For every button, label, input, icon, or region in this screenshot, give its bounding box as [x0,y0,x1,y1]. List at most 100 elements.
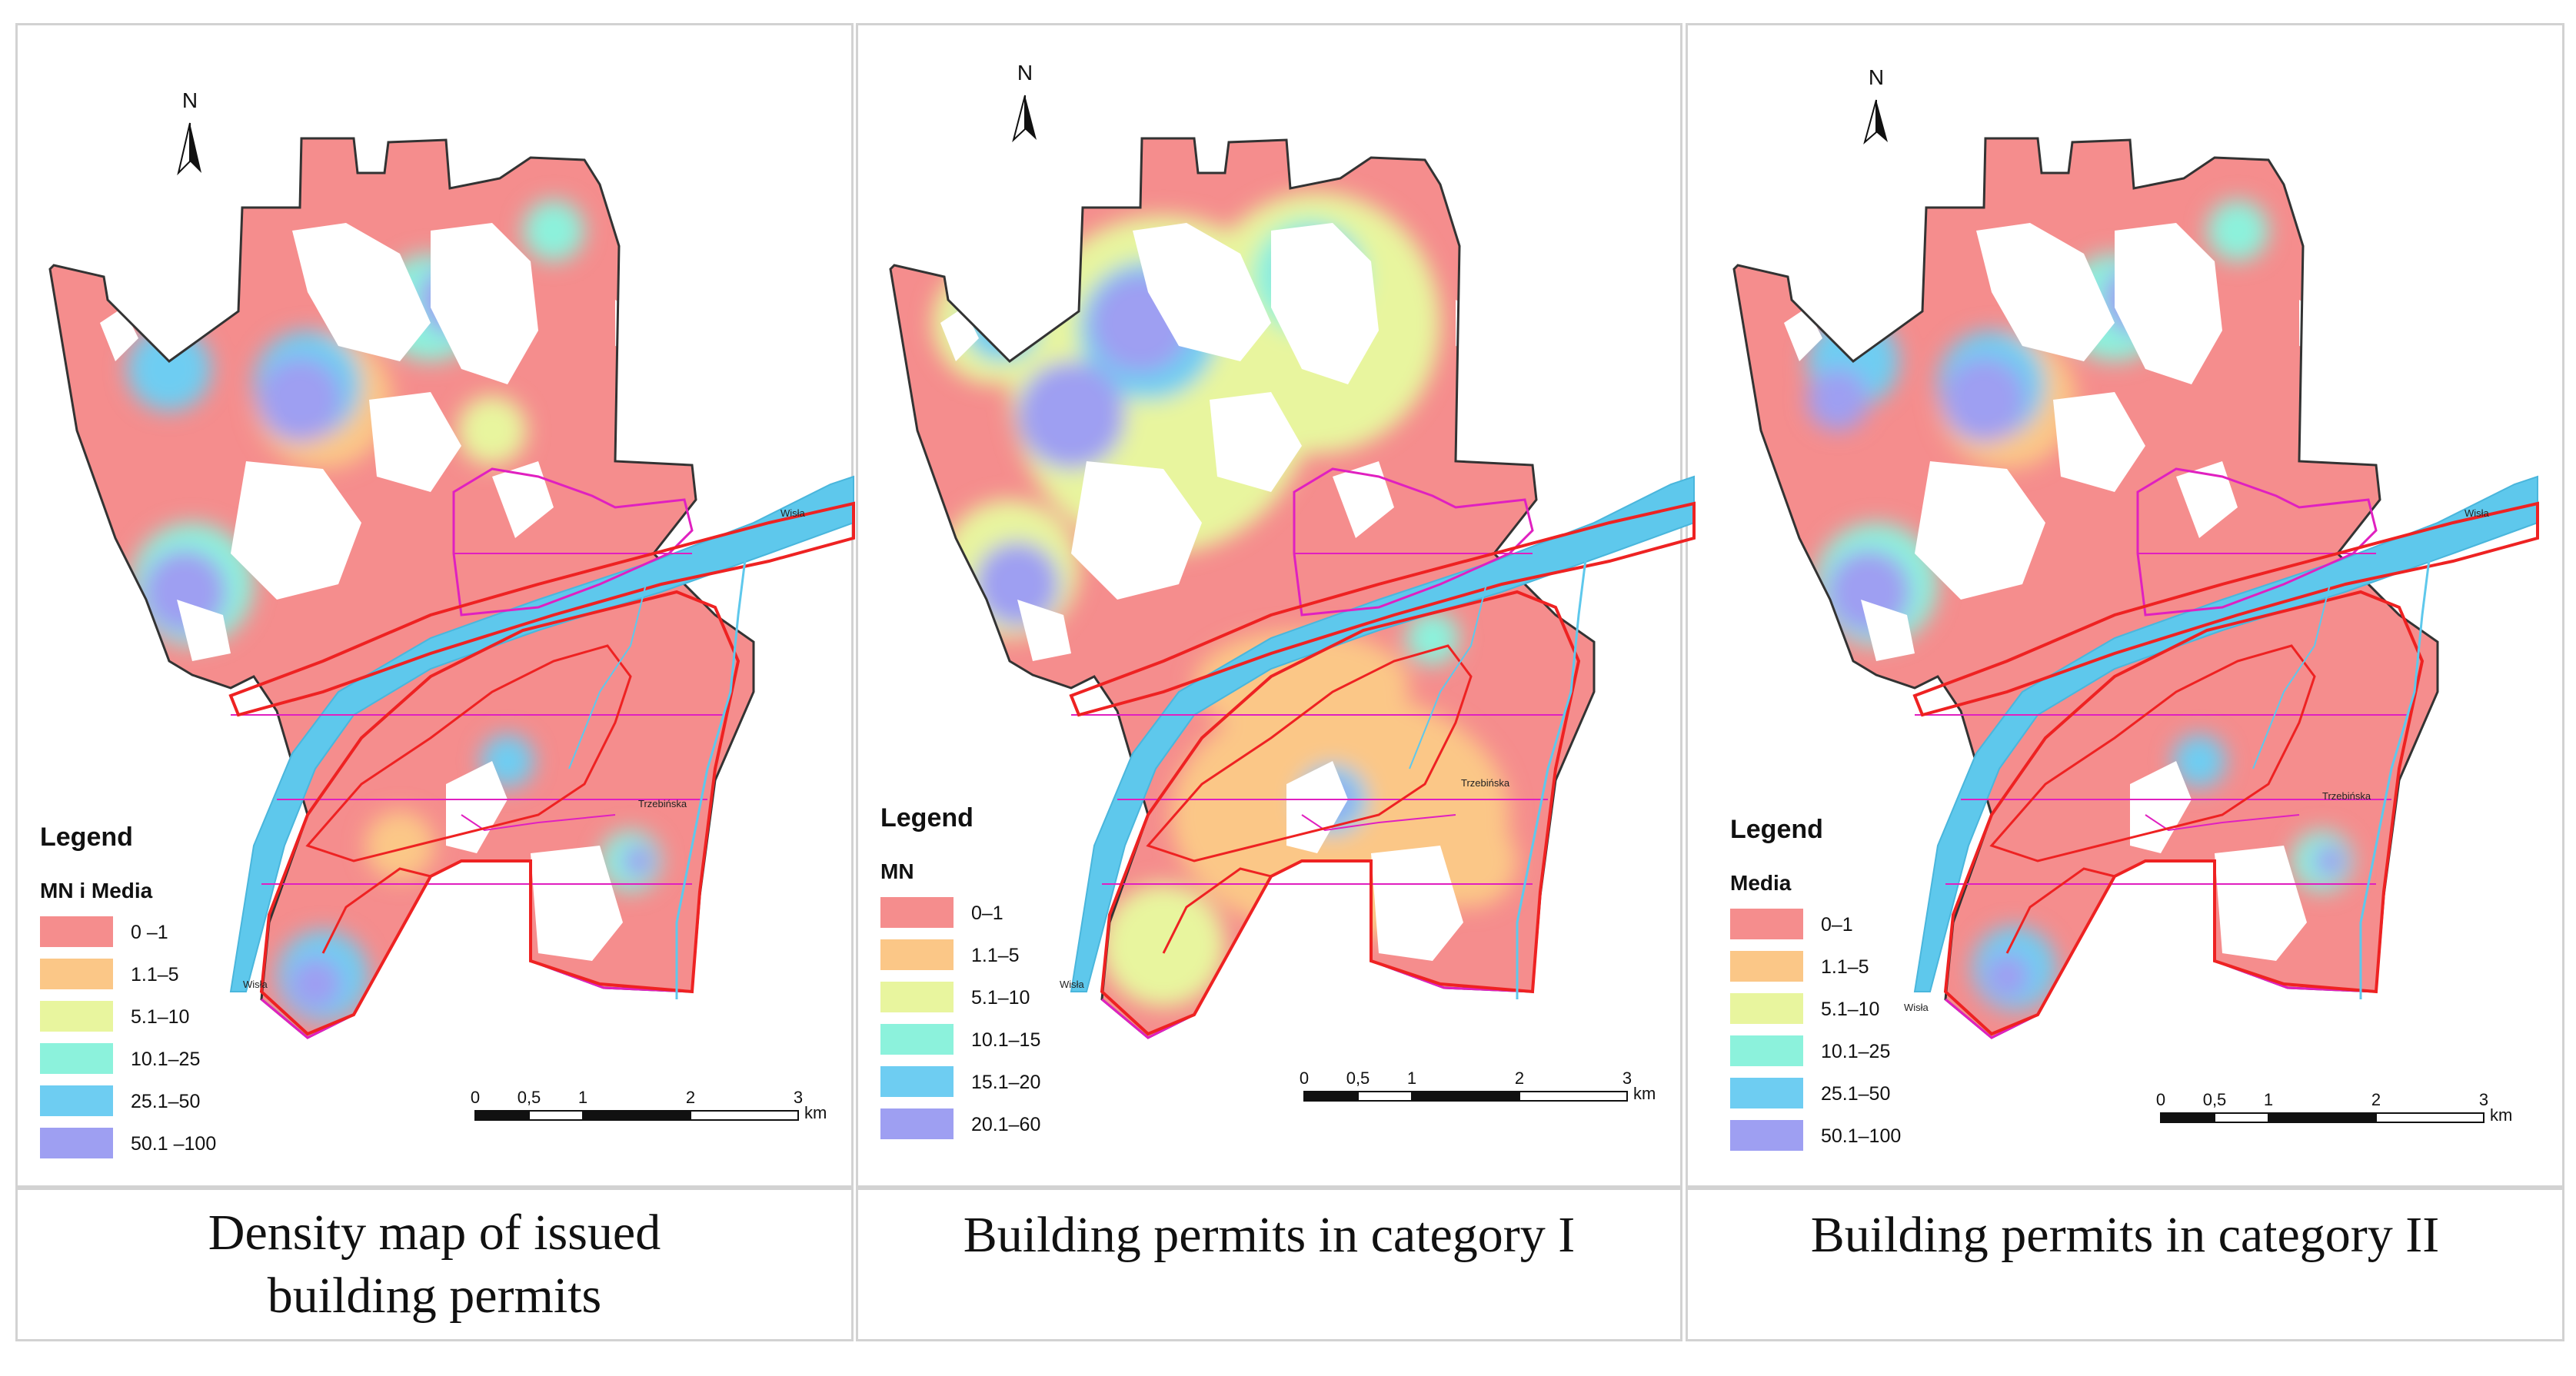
caption-density-map: Density map of issued building permits [208,1205,661,1324]
caption-category-1: Building permits in category I [963,1207,1576,1263]
legend-items-2: 0–1 1.1–5 5.1–10 10.1–15 15.1–20 20.1–60 [880,897,1040,1139]
legend-swatch [1730,1120,1803,1151]
legend-label: 25.1–50 [1821,1083,1890,1105]
scale-segment [2214,1112,2269,1123]
legend-label: 1.1–5 [971,945,1020,966]
legend-label: 1.1–5 [131,964,179,985]
place-label-river-south-2: Wisła [1060,979,1085,990]
legend-label: 5.1–10 [131,1006,189,1028]
place-label-town-1: Trzebińska [638,798,687,809]
scale-tick-label: 0,5 [2203,1090,2227,1109]
legend-label: 1.1–5 [1821,956,1869,978]
svg-text:N: N [182,88,198,112]
scale-tick-label: 3 [794,1088,803,1107]
legend-items-1: 0 –1 1.1–5 5.1–10 10.1–25 25.1–50 50.1 –100 [40,916,216,1158]
map-category-1 [889,137,1696,1039]
caption-category-2: Building permits in category II [1810,1207,2440,1263]
scale-segment [582,1110,691,1121]
legend-title-3: Legend [1730,815,1823,844]
place-label-river-south-3: Wisła [1904,1002,1929,1013]
scale-segment [1519,1091,1628,1102]
legend-label: 0–1 [1821,914,1853,936]
legend-swatch [880,1108,954,1139]
scale-tick-label: 1 [2264,1090,2273,1109]
legend-swatch [880,897,954,928]
scale-segment [1303,1091,1359,1102]
legend-label: 25.1–50 [131,1091,200,1112]
scale-tick-label: 2 [1515,1069,1524,1088]
scale-unit-label: km [1633,1084,1656,1103]
north-arrow-1: N [177,88,201,176]
scale-tick-label: 2 [2371,1090,2381,1109]
legend-label: 20.1–60 [971,1114,1040,1135]
caption-cell-3: Building permits in category II [1686,1188,2564,1341]
legend-field-2: MN [880,859,914,883]
legend-swatch [1730,951,1803,982]
scale-bar-2: 0 0,5 1 2 3km [1300,1069,1656,1103]
legend-swatch [40,1001,113,1032]
svg-text:N: N [1017,61,1033,85]
legend-swatch [880,1066,954,1097]
svg-text:N: N [1869,65,1884,89]
scale-tick-label: 1 [578,1088,587,1107]
scale-tick-label: 1 [1407,1069,1416,1088]
legend-label: 0–1 [971,902,1003,924]
legend-1: Legend MN i Media 0 –1 1.1–5 5.1–10 10.1–25… [40,823,216,1158]
legend-items-3: 0–1 1.1–5 5.1–10 10.1–25 25.1–50 50.1–100 [1730,909,1901,1151]
legend-label: 5.1–10 [1821,999,1879,1020]
legend-swatch [1730,1035,1803,1066]
scale-tick-label: 2 [686,1088,695,1107]
legend-2: Legend MN 0–1 1.1–5 5.1–10 10.1–15 15.1–20 20… [880,803,1040,1139]
scale-tick-label: 0 [2156,1090,2165,1109]
scale-segment [690,1110,799,1121]
scale-tick-label: 0 [1300,1069,1309,1088]
legend-title-1: Legend [40,823,133,852]
legend-label: 10.1–15 [971,1029,1040,1051]
legend-label: 10.1–25 [131,1049,200,1070]
north-arrow-3: N [1863,65,1888,145]
scale-segment [2375,1112,2484,1123]
place-label-river-3: Wisła [2465,507,2490,519]
place-label-town-3: Trzebińska [2322,790,2371,802]
scale-segment [528,1110,584,1121]
legend-label: 50.1–100 [1821,1125,1901,1147]
scale-segment [2160,1112,2215,1123]
legend-label: 15.1–20 [971,1072,1040,1093]
legend-swatch [880,939,954,970]
legend-swatch [40,1043,113,1074]
legend-field-3: Media [1730,871,1792,895]
legend-swatch [40,1085,113,1116]
scale-tick-label: 0 [471,1088,480,1107]
caption-cell-2: Building permits in category I [856,1188,1682,1341]
scale-unit-label: km [2490,1105,2512,1125]
legend-swatch [1730,1078,1803,1108]
scale-bar-1: 0 0,5 1 2 3km [471,1088,827,1122]
scale-segment [1357,1091,1413,1102]
place-label-river-1: Wisła [780,507,806,519]
legend-swatch [40,959,113,989]
scale-tick-label: 3 [1622,1069,1632,1088]
legend-field-1: MN i Media [40,879,153,902]
legend-label: 10.1–25 [1821,1041,1890,1062]
legend-title-2: Legend [880,803,973,833]
legend-label: 50.1 –100 [131,1133,216,1155]
scale-segment [474,1110,530,1121]
place-label-town-2: Trzebińska [1461,777,1510,789]
legend-swatch [880,1024,954,1055]
legend-swatch [880,982,954,1012]
map-density-total [48,137,855,1039]
legend-3: Legend Media 0–1 1.1–5 5.1–10 10.1–25 25.1–5… [1730,815,1901,1151]
density-maps: Wisła Wisła Trzebińska Wisła Trzebińska … [40,61,2539,1158]
legend-label: 5.1–10 [971,987,1030,1009]
legend-swatch [1730,909,1803,939]
scale-segment [2268,1112,2377,1123]
legend-label: 0 –1 [131,922,168,943]
scale-segment [1411,1091,1520,1102]
scale-tick-label: 0,5 [518,1088,541,1107]
caption-cell-1: Density map of issued building permits [15,1188,854,1341]
scale-unit-label: km [804,1103,827,1122]
place-label-river-south-1: Wisła [243,979,268,990]
scale-tick-label: 0,5 [1346,1069,1370,1088]
legend-swatch [40,916,113,947]
legend-swatch [40,1128,113,1158]
